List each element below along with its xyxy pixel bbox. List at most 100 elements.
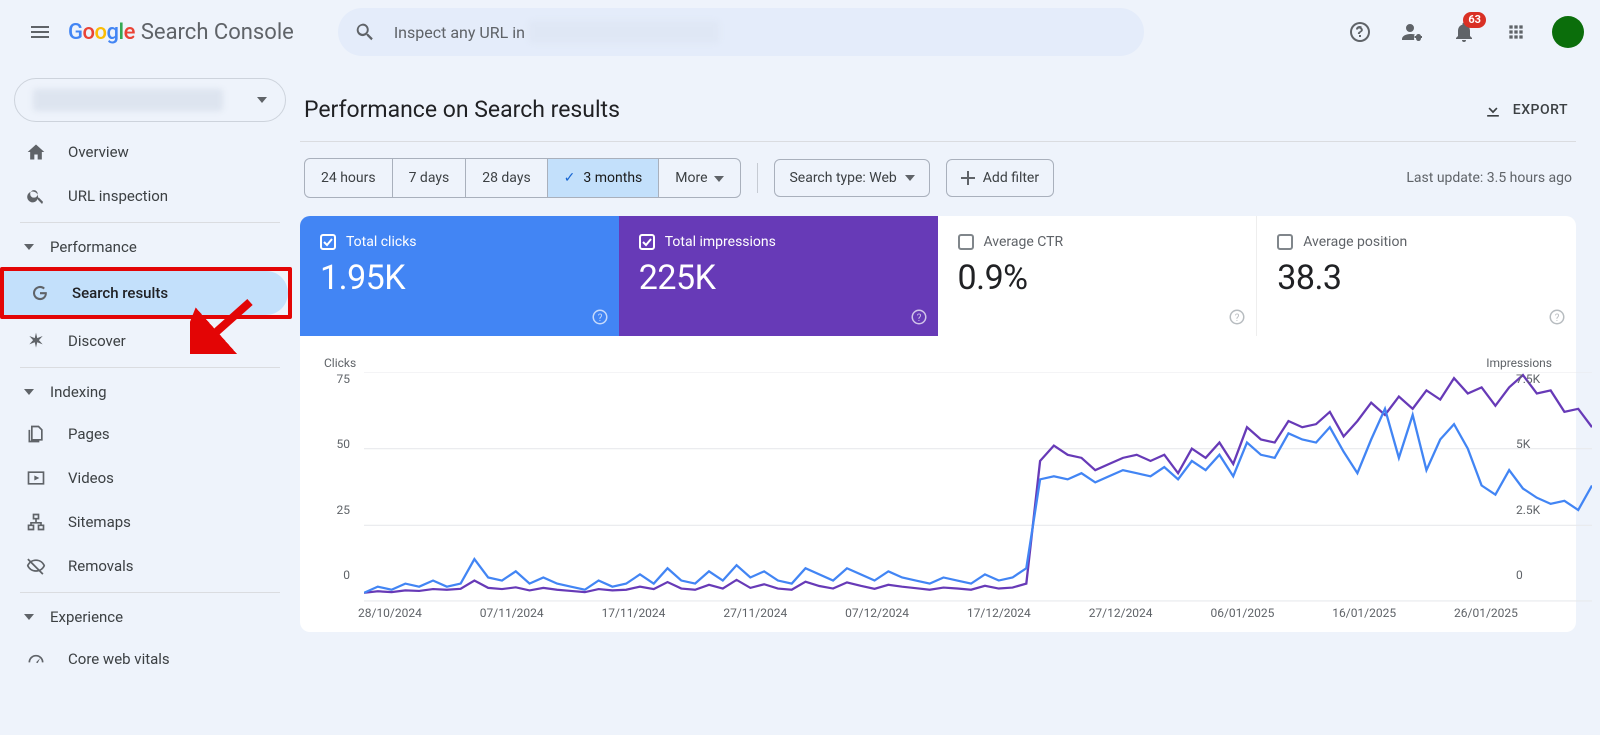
right-axis-title: Impressions: [1486, 356, 1552, 370]
search-placeholder: Inspect any URL in: [394, 23, 525, 42]
metric-card-position[interactable]: Average position 38.3 ?: [1257, 216, 1576, 336]
metric-value: 225K: [639, 258, 918, 298]
home-icon: [24, 142, 48, 162]
annotation-arrow: [190, 294, 260, 354]
metric-card-ctr[interactable]: Average CTR 0.9% ?: [938, 216, 1258, 336]
divider: [20, 222, 280, 223]
help-icon[interactable]: ?: [1228, 308, 1246, 326]
main-content: Performance on Search results EXPORT 24 …: [300, 64, 1600, 735]
video-icon: [24, 468, 48, 488]
checkbox-icon: [639, 234, 655, 250]
chevron-down-icon: [714, 176, 724, 182]
sidebar-item-label: Sitemaps: [68, 513, 131, 531]
sidebar-section-performance[interactable]: Performance: [0, 227, 300, 267]
svg-text:?: ?: [1555, 313, 1560, 324]
sidebar-item-label: Removals: [68, 557, 134, 575]
range-24h[interactable]: 24 hours: [305, 159, 393, 197]
svg-text:?: ?: [597, 313, 602, 324]
property-selector[interactable]: [14, 78, 286, 122]
add-filter-button[interactable]: Add filter: [946, 159, 1054, 197]
sidebar-item-removals[interactable]: Removals: [0, 544, 290, 588]
filters-row: 24 hours 7 days 28 days ✓3 months More S…: [300, 158, 1576, 216]
x-axis-labels: 28/10/202407/11/202417/11/202427/11/2024…: [354, 606, 1522, 620]
range-7d[interactable]: 7 days: [393, 159, 467, 197]
svg-text:?: ?: [1235, 313, 1240, 324]
chevron-down-icon: [24, 244, 34, 250]
sidebar-item-videos[interactable]: Videos: [0, 456, 290, 500]
performance-chart: Clicks Impressions 7550250 7.5K5K2.5K0: [300, 336, 1576, 632]
sidebar-item-label: URL inspection: [68, 187, 168, 205]
redacted-property-name: [529, 21, 719, 43]
visibility-off-icon: [24, 556, 48, 576]
checkbox-icon: [320, 234, 336, 250]
y-axis-right-ticks: 7.5K5K2.5K0: [1516, 372, 1552, 582]
manage-users-icon: [1400, 20, 1424, 44]
metric-card-impressions[interactable]: Total impressions 225K ?: [619, 216, 938, 336]
section-label: Performance: [50, 238, 137, 256]
chevron-down-icon: [24, 614, 34, 620]
checkbox-icon: [1277, 234, 1293, 250]
chevron-down-icon: [24, 389, 34, 395]
chevron-down-icon: [905, 175, 915, 181]
search-icon: [354, 21, 376, 43]
gauge-icon: [24, 649, 48, 669]
notification-badge: 63: [1463, 12, 1486, 28]
page-title: Performance on Search results: [304, 96, 620, 123]
sidebar-item-label: Discover: [68, 332, 126, 350]
sidebar-item-cwv[interactable]: Core web vitals: [0, 637, 290, 681]
help-icon[interactable]: ?: [910, 308, 928, 326]
help-icon: [1348, 20, 1372, 44]
product-logo[interactable]: Google Search Console: [68, 20, 294, 45]
metric-value: 1.95K: [320, 258, 599, 298]
header-actions: 63: [1336, 8, 1584, 56]
sidebar-item-sitemaps[interactable]: Sitemaps: [0, 500, 290, 544]
section-label: Indexing: [50, 383, 107, 401]
redacted-property: [33, 89, 223, 111]
divider: [20, 367, 280, 368]
sidebar-item-overview[interactable]: Overview: [0, 130, 290, 174]
sidebar-item-label: Search results: [72, 284, 168, 302]
sitemap-icon: [24, 512, 48, 532]
range-28d[interactable]: 28 days: [466, 159, 547, 197]
app-header: Google Search Console Inspect any URL in…: [0, 0, 1600, 64]
chart-svg: [364, 372, 1592, 602]
sidebar-item-label: Pages: [68, 425, 110, 443]
download-icon: [1483, 100, 1503, 120]
export-button[interactable]: EXPORT: [1483, 100, 1568, 120]
help-icon[interactable]: ?: [591, 308, 609, 326]
last-update-text: Last update: 3.5 hours ago: [1406, 170, 1572, 186]
date-range-segmented: 24 hours 7 days 28 days ✓3 months More: [304, 158, 741, 198]
export-label: EXPORT: [1513, 102, 1568, 118]
help-button[interactable]: [1336, 8, 1384, 56]
metric-cards: Total clicks 1.95K ? Total impressions 2…: [300, 216, 1576, 336]
pages-icon: [24, 424, 48, 444]
apps-button[interactable]: [1492, 8, 1540, 56]
sidebar-item-pages[interactable]: Pages: [0, 412, 290, 456]
search-type-filter[interactable]: Search type: Web: [774, 159, 929, 197]
help-icon[interactable]: ?: [1548, 308, 1566, 326]
section-label: Experience: [50, 608, 123, 626]
metric-value: 38.3: [1277, 258, 1556, 298]
range-3m[interactable]: ✓3 months: [548, 159, 660, 197]
settings-users-button[interactable]: [1388, 8, 1436, 56]
product-name: Search Console: [141, 20, 294, 45]
google-g-icon: [28, 283, 52, 303]
notifications-button[interactable]: 63: [1440, 8, 1488, 56]
metric-value: 0.9%: [958, 258, 1237, 298]
sidebar-section-experience[interactable]: Experience: [0, 597, 300, 637]
url-inspect-search[interactable]: Inspect any URL in: [338, 8, 1144, 56]
divider: [300, 141, 1576, 142]
chevron-down-icon: [257, 97, 267, 103]
sidebar-section-indexing[interactable]: Indexing: [0, 372, 300, 412]
page-header: Performance on Search results EXPORT: [300, 72, 1576, 141]
sidebar: Overview URL inspection Performance Sear…: [0, 64, 300, 735]
plus-icon: [961, 171, 975, 185]
account-avatar[interactable]: [1552, 16, 1584, 48]
sidebar-item-url-inspection[interactable]: URL inspection: [0, 174, 290, 218]
hamburger-menu-button[interactable]: [16, 8, 64, 56]
chart-axis-titles: Clicks Impressions: [324, 356, 1552, 370]
sidebar-item-label: Core web vitals: [68, 650, 170, 668]
asterisk-icon: [24, 331, 48, 351]
metric-card-clicks[interactable]: Total clicks 1.95K ?: [300, 216, 619, 336]
range-more[interactable]: More: [659, 159, 740, 197]
